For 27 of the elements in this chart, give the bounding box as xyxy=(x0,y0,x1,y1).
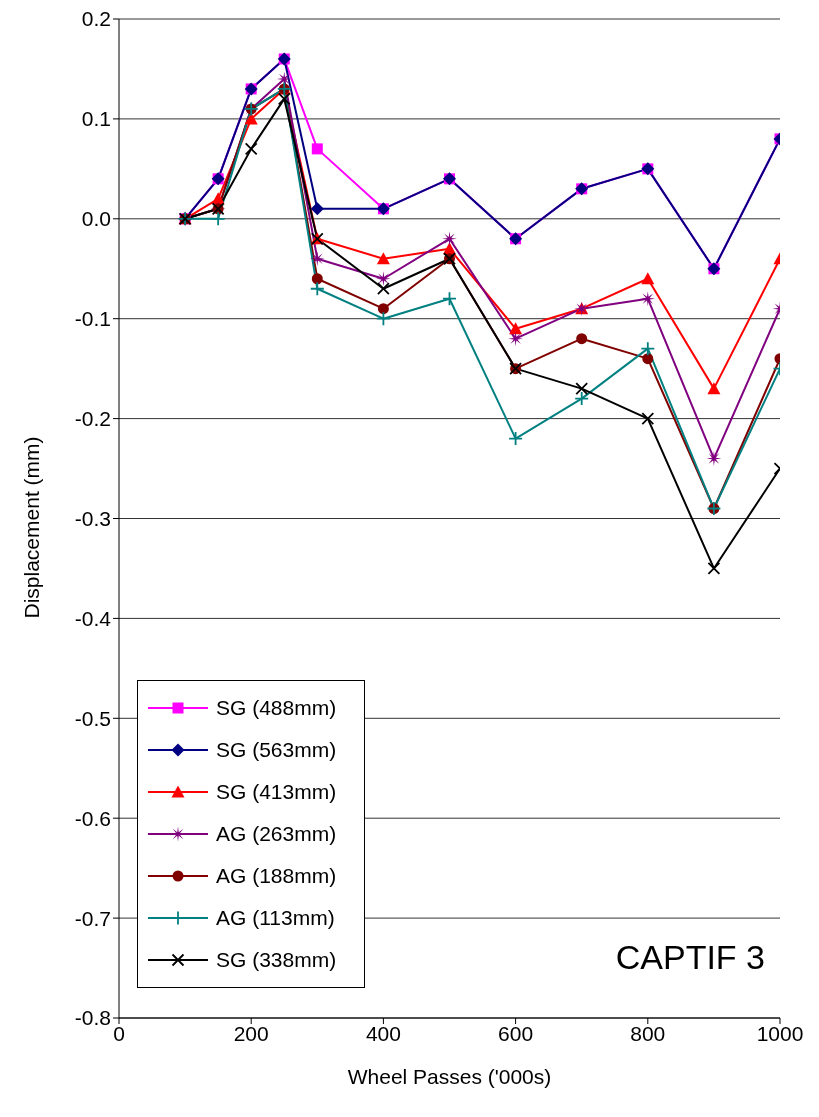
y-tick-label: 0.0 xyxy=(81,207,111,231)
x-tick-label: 1000 xyxy=(756,1021,804,1045)
y-tick-label: -0.8 xyxy=(74,1006,111,1030)
y-tick-label: -0.1 xyxy=(74,307,111,331)
y-tick-label: -0.5 xyxy=(74,706,111,730)
x-axis-title: Wheel Passes ('000s) xyxy=(347,1065,552,1088)
annotation: CAPTIF 3 xyxy=(615,938,765,977)
x-tick-label: 400 xyxy=(365,1021,401,1045)
x-tick-label: 0 xyxy=(113,1021,125,1045)
x-tick-label: 600 xyxy=(498,1021,534,1045)
legend-label: SG (338mm) xyxy=(216,948,337,972)
y-tick-label: 0.2 xyxy=(81,7,111,31)
y-tick-label: -0.4 xyxy=(74,606,112,630)
y-tick-label: 0.1 xyxy=(81,107,111,131)
x-tick-label: 200 xyxy=(233,1021,269,1045)
y-tick-label: -0.7 xyxy=(74,906,111,930)
legend-label: AG (188mm) xyxy=(216,864,337,888)
legend-label: SG (563mm) xyxy=(216,738,337,762)
y-axis-title: Displacement (mm) xyxy=(20,436,44,619)
legend-label: SG (488mm) xyxy=(216,696,337,720)
y-tick-label: -0.6 xyxy=(74,806,111,830)
x-tick-label: 800 xyxy=(630,1021,666,1045)
legend-label: AG (263mm) xyxy=(216,822,337,846)
legend-label: SG (413mm) xyxy=(216,780,337,804)
y-tick-label: -0.3 xyxy=(74,506,111,530)
y-tick-label: -0.2 xyxy=(74,407,111,431)
legend-label: AG (113mm) xyxy=(216,906,335,930)
